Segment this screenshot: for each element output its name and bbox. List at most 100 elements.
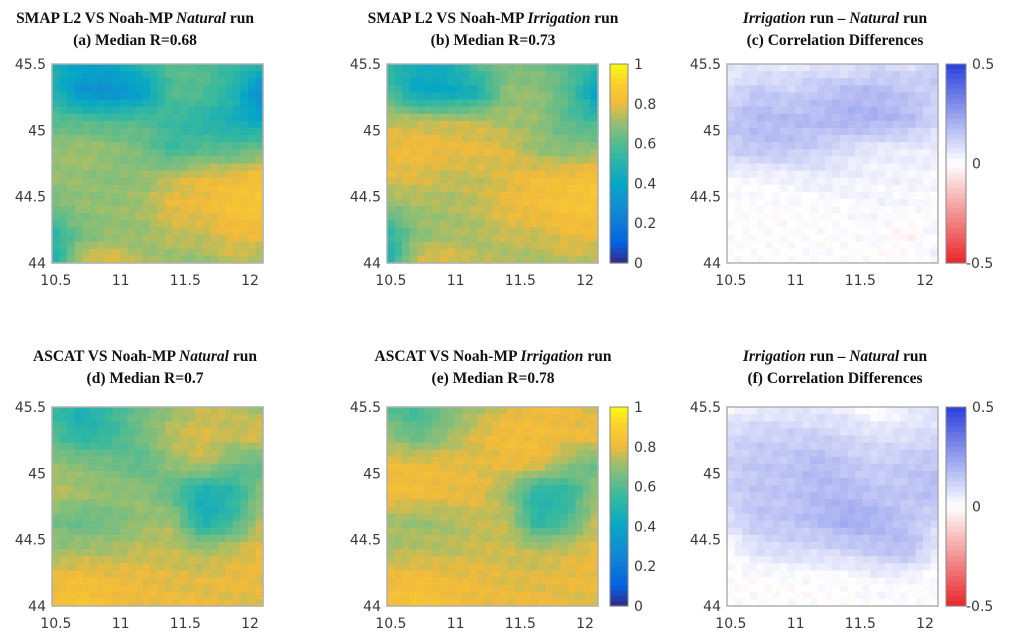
- heatmap-cell: [567, 591, 576, 600]
- heatmap-cell: [575, 120, 584, 129]
- heatmap-cell: [82, 170, 91, 179]
- heatmap-cell: [424, 485, 433, 493]
- heatmap-cell: [492, 456, 501, 465]
- heatmap-cell: [787, 470, 796, 479]
- heatmap-cell: [82, 506, 91, 515]
- heatmap-cell: [530, 191, 539, 200]
- heatmap-cell: [500, 499, 509, 508]
- heatmap-cell: [255, 435, 264, 444]
- heatmap-cell: [447, 478, 456, 486]
- heatmap-cell: [537, 156, 546, 165]
- heatmap-cell: [225, 199, 234, 207]
- heatmap-cell: [112, 542, 121, 550]
- heatmap-cell: [824, 470, 834, 479]
- heatmap-cell: [787, 85, 796, 94]
- heatmap-cell: [727, 520, 736, 529]
- heatmap-cell: [149, 542, 159, 550]
- heatmap-cell: [469, 421, 479, 429]
- heatmap-cell: [552, 442, 561, 451]
- heatmap-cell: [187, 513, 196, 522]
- heatmap-cell: [74, 470, 83, 479]
- heatmap-cell: [590, 142, 599, 150]
- heatmap-cell: [727, 85, 736, 94]
- heatmap-cell: [97, 206, 106, 214]
- heatmap-cell: [922, 421, 932, 429]
- colorbar-segment: [946, 153, 966, 160]
- heatmap-cell: [82, 184, 91, 193]
- heatmap-cell: [787, 463, 796, 472]
- colorbar-segment: [610, 566, 628, 572]
- heatmap-cell: [97, 142, 106, 150]
- heatmap-cell: [424, 199, 433, 207]
- heatmap-cell: [582, 442, 592, 451]
- heatmap-cell: [432, 499, 441, 508]
- heatmap-cell: [892, 549, 901, 557]
- heatmap-cell: [142, 156, 151, 165]
- heatmap-cell: [240, 520, 249, 529]
- heatmap-cell: [900, 135, 909, 143]
- heatmap-cell: [749, 584, 758, 593]
- heatmap-cell: [97, 85, 106, 94]
- heatmap-cell: [522, 142, 531, 150]
- heatmap-cell: [779, 520, 788, 529]
- heatmap-cell: [870, 449, 879, 458]
- heatmap-cell: [447, 213, 456, 221]
- heatmap-cell: [417, 92, 426, 101]
- heatmap-cell: [142, 199, 151, 207]
- heatmap-cell: [500, 241, 509, 250]
- heatmap-cell: [484, 563, 494, 572]
- heatmap-cell: [142, 485, 151, 493]
- heatmap-cell: [439, 435, 448, 444]
- heatmap-cell: [210, 478, 219, 486]
- heatmap-cell: [424, 142, 433, 150]
- heatmap-cell: [210, 513, 219, 522]
- heatmap-cell: [187, 463, 196, 472]
- heatmap-cell: [97, 542, 106, 550]
- heatmap-cell: [462, 556, 471, 564]
- heatmap-cell: [749, 428, 758, 437]
- heatmap-cell: [187, 442, 196, 451]
- heatmap-cell: [157, 113, 166, 122]
- colorbar-segment: [946, 466, 966, 473]
- heatmap-cell: [97, 78, 106, 86]
- heatmap-cell: [454, 499, 463, 508]
- heatmap-cell: [119, 428, 128, 437]
- panel-title-f: Irrigation run – Natural run (f) Correlat…: [665, 346, 1005, 390]
- heatmap-cell: [802, 99, 811, 108]
- heatmap-cell: [757, 142, 766, 150]
- heatmap-cell: [862, 485, 871, 493]
- heatmap-cell: [560, 163, 569, 172]
- heatmap-cell: [402, 435, 411, 444]
- heatmap-cell: [195, 442, 204, 451]
- heatmap-cell: [89, 234, 98, 243]
- heatmap-cell: [885, 414, 894, 422]
- title-segment: Irrigation: [742, 348, 806, 365]
- heatmap-cell: [104, 170, 113, 179]
- heatmap-cell: [240, 414, 249, 422]
- heatmap-cell: [537, 113, 546, 122]
- heatmap-cell: [855, 591, 864, 600]
- heatmap-cell: [82, 598, 91, 607]
- heatmap-cell: [149, 549, 159, 557]
- heatmap-cell: [507, 563, 516, 572]
- heatmap-cell: [255, 584, 264, 593]
- heatmap-cell: [582, 598, 592, 607]
- heatmap-cell: [74, 106, 83, 115]
- heatmap-cell: [187, 99, 196, 108]
- heatmap-cell: [930, 591, 939, 600]
- heatmap-cell: [742, 113, 751, 122]
- heatmap-cell: [742, 99, 751, 108]
- heatmap-cell: [439, 478, 448, 486]
- heatmap-cell: [817, 177, 826, 186]
- heatmap-cell: [217, 227, 226, 236]
- heatmap-cell: [462, 513, 471, 522]
- heatmap-cell: [477, 170, 486, 179]
- heatmap-cell: [149, 456, 159, 465]
- heatmap-cell: [232, 485, 241, 493]
- heatmap-cell: [142, 64, 151, 72]
- heatmap-cell: [134, 199, 144, 207]
- heatmap-cell: [900, 85, 909, 94]
- heatmap-cell: [232, 563, 241, 572]
- heatmap-cell: [824, 213, 834, 221]
- colorbar-segment: [946, 536, 966, 542]
